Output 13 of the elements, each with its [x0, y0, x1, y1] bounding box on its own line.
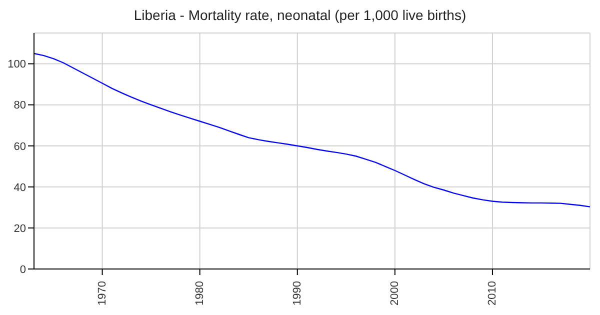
- line-series: [34, 52, 590, 208]
- x-tick-label: 1990: [291, 281, 304, 306]
- x-tick-label: 2010: [486, 281, 498, 306]
- chart-title: Liberia - Mortality rate, neonatal (per 1,000 live births): [132, 6, 468, 25]
- x-tick-label: 1980: [194, 281, 206, 306]
- y-tick-label: 100: [8, 58, 26, 71]
- y-tick-label: 60: [14, 140, 26, 153]
- y-tick-label: 40: [14, 182, 26, 194]
- x-tick-label: 2000: [388, 281, 401, 306]
- y-tick-label: 80: [14, 100, 26, 112]
- y-tick-label: 0: [20, 264, 26, 276]
- x-tick-label: 1970: [96, 281, 108, 306]
- y-tick-label: 20: [14, 222, 26, 235]
